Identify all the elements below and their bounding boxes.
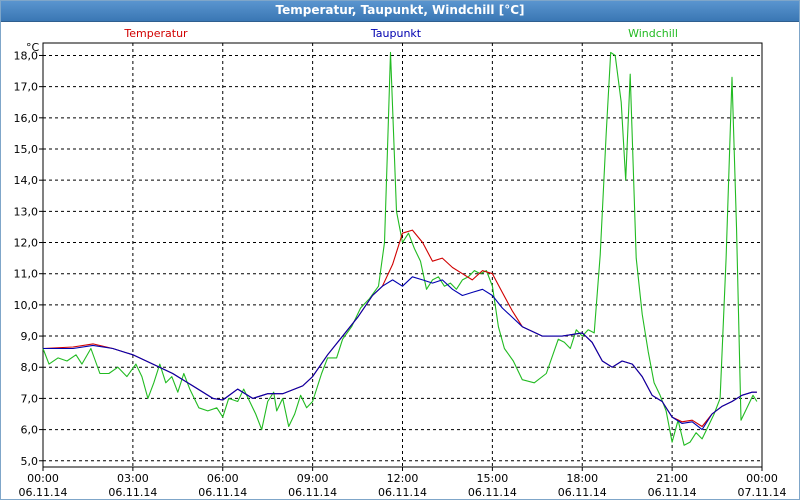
legend-temperatur: Temperatur	[123, 27, 188, 40]
y-tick-label: 16,0	[14, 112, 39, 125]
series-line-taupunkt	[43, 276, 757, 431]
legend-windchill: Windchill	[628, 27, 678, 40]
y-axis-label: °C	[26, 41, 40, 54]
x-tick-date-label: 06.11.14	[648, 486, 697, 499]
x-tick-time-label: 06:00	[207, 472, 239, 485]
x-tick-time-label: 09:00	[297, 472, 329, 485]
y-tick-label: 14,0	[14, 174, 39, 187]
x-tick-time-label: 12:00	[387, 472, 419, 485]
y-tick-label: 18,0	[14, 49, 39, 62]
window-title: Temperatur, Taupunkt, Windchill [°C]	[275, 3, 525, 17]
y-tick-label: 5,0	[21, 455, 39, 468]
series-line-windchill	[42, 51, 758, 446]
title-bar: Temperatur, Taupunkt, Windchill [°C]	[1, 1, 799, 22]
x-tick-date-label: 06.11.14	[288, 486, 337, 499]
y-tick-label: 15,0	[14, 143, 39, 156]
y-tick-label: 10,0	[14, 299, 39, 312]
x-tick-time-label: 21:00	[656, 472, 688, 485]
y-tick-label: 12,0	[14, 237, 39, 250]
y-tick-label: 8,0	[21, 361, 39, 374]
x-tick-time-label: 18:00	[566, 472, 598, 485]
x-tick-date-label: 06.11.14	[108, 486, 157, 499]
x-tick-date-label: 06.11.14	[198, 486, 247, 499]
x-tick-time-label: 00:00	[27, 472, 59, 485]
x-tick-date-label: 06.11.14	[19, 486, 68, 499]
x-tick-time-label: 00:00	[746, 472, 778, 485]
x-tick-date-label: 06.11.14	[378, 486, 427, 499]
y-tick-label: 11,0	[14, 268, 39, 281]
y-tick-label: 7,0	[21, 392, 39, 405]
x-tick-date-label: 07.11.14	[738, 486, 787, 499]
y-tick-label: 17,0	[14, 81, 39, 94]
y-tick-label: 6,0	[21, 424, 39, 437]
x-tick-time-label: 03:00	[117, 472, 149, 485]
y-tick-label: 13,0	[14, 205, 39, 218]
x-tick-date-label: 06.11.14	[468, 486, 517, 499]
y-tick-label: 9,0	[21, 330, 39, 343]
x-tick-date-label: 06.11.14	[558, 486, 607, 499]
x-tick-time-label: 15:00	[477, 472, 509, 485]
legend-taupunkt: Taupunkt	[370, 27, 422, 40]
